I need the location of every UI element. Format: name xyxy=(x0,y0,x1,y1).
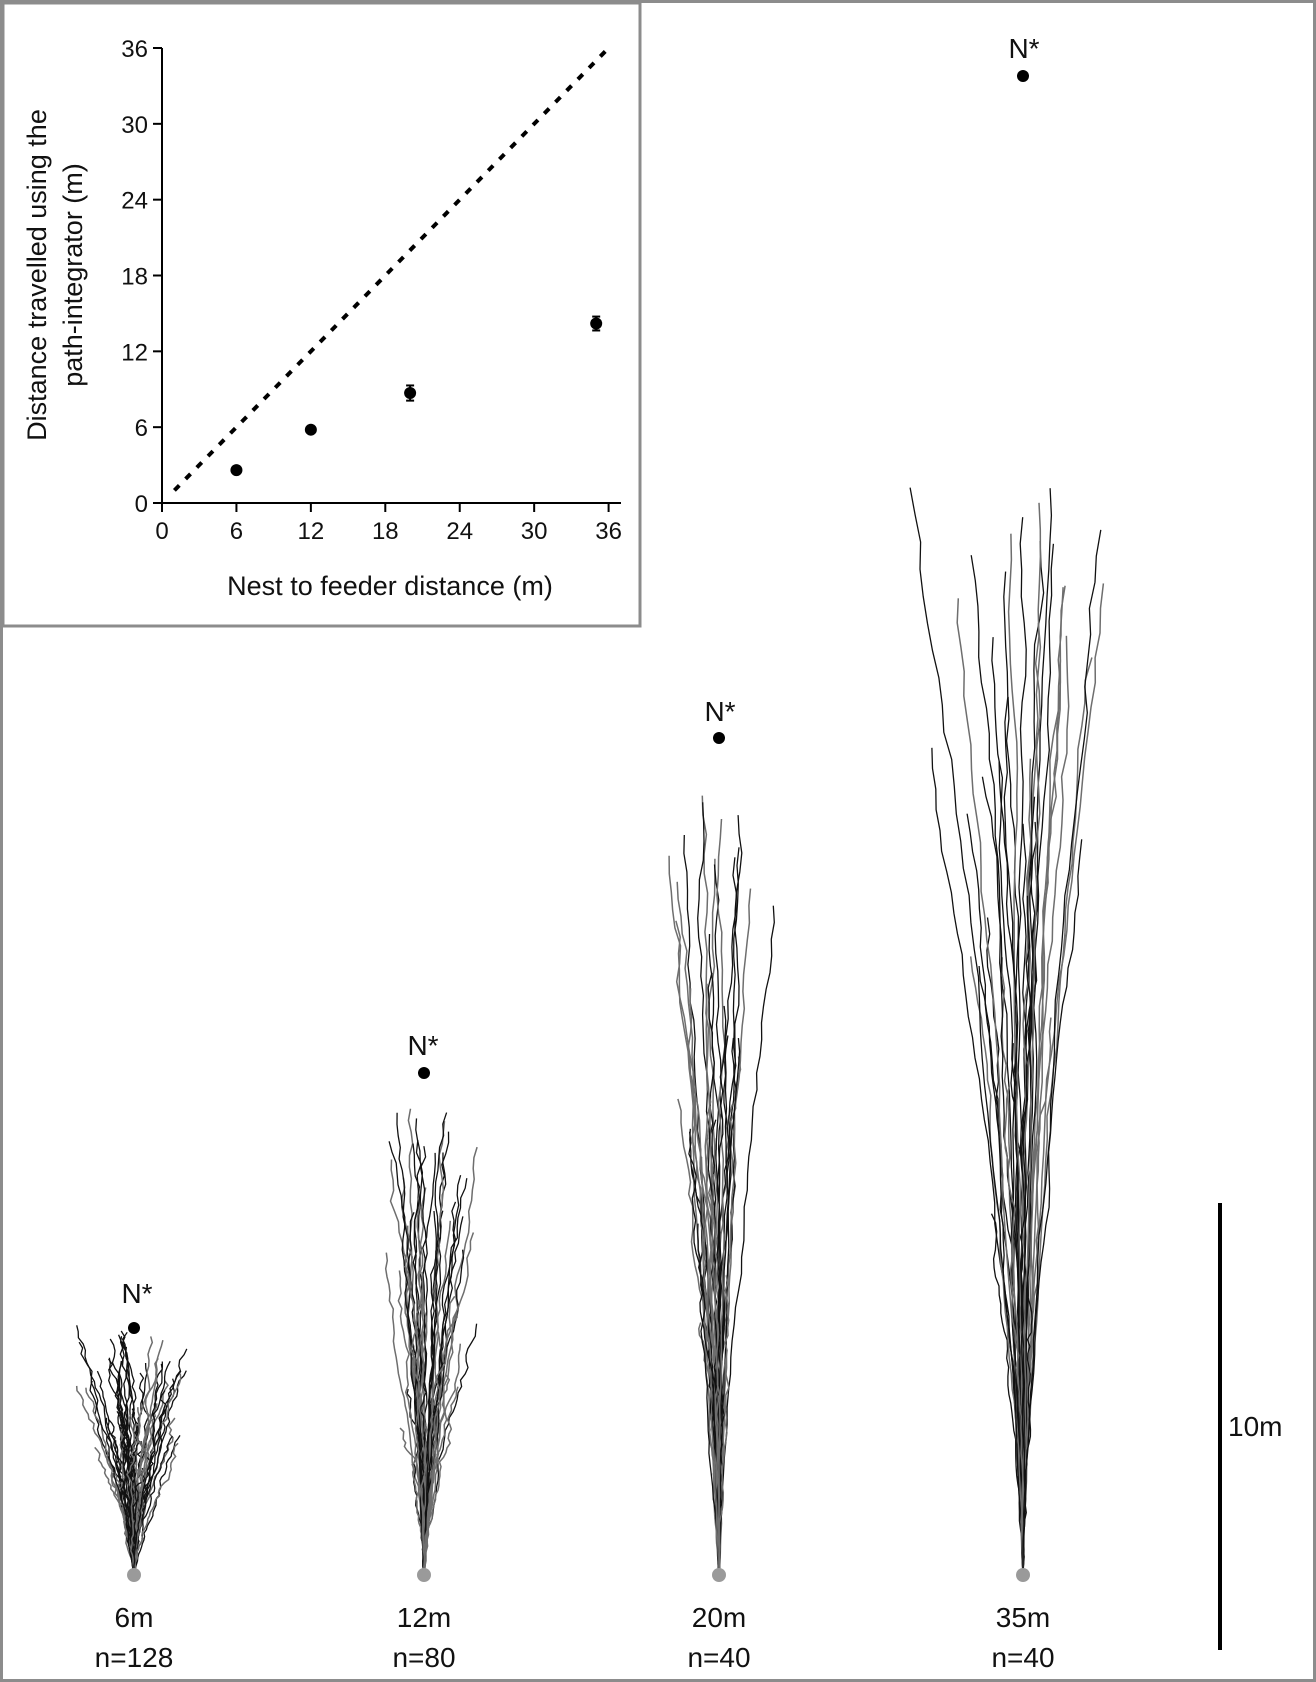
path-track xyxy=(1022,529,1102,1576)
path-track xyxy=(981,776,1024,1576)
nest-marker-20m xyxy=(713,732,725,744)
distance-label-35m: 35m xyxy=(996,1602,1050,1633)
x-tick-label: 36 xyxy=(595,518,622,545)
path-track xyxy=(1021,821,1038,1576)
path-track xyxy=(677,1098,720,1576)
inset-frame xyxy=(1,1,642,628)
y-tick-label: 6 xyxy=(135,415,148,442)
data-point xyxy=(230,464,243,477)
path-track xyxy=(1020,623,1042,1576)
y-axis-label-line-2: path-integrator (m) xyxy=(58,163,88,387)
y-tick-label: 36 xyxy=(121,36,148,63)
data-point xyxy=(304,423,317,436)
x-axis-label: Nest to feeder distance (m) xyxy=(227,571,553,601)
path-track xyxy=(422,1220,452,1576)
nest-label-6m: N* xyxy=(121,1278,152,1309)
path-track xyxy=(133,1435,181,1576)
start-marker xyxy=(127,1568,141,1582)
distance-label-6m: 6m xyxy=(115,1602,154,1633)
x-tick-label: 6 xyxy=(230,518,243,545)
path-track xyxy=(94,1446,135,1576)
nest-label-35m: N* xyxy=(1008,33,1039,64)
data-point xyxy=(590,317,603,330)
group-labels: 6m n=128 12m n=80 20m n=40 35m n=40 xyxy=(95,1602,1055,1673)
distance-label-20m: 20m xyxy=(692,1602,746,1633)
path-track xyxy=(423,1386,459,1576)
path-track xyxy=(1022,585,1066,1576)
nest-marker-12m xyxy=(418,1067,430,1079)
path-track xyxy=(422,1175,462,1576)
start-marker xyxy=(417,1568,431,1582)
path-track xyxy=(423,1112,448,1576)
path-track xyxy=(688,1131,720,1576)
path-track xyxy=(1020,895,1032,1576)
nest-markers xyxy=(128,70,1029,1334)
path-track xyxy=(132,1442,179,1576)
path-track xyxy=(1003,1086,1025,1576)
n-label-20m: n=40 xyxy=(687,1642,750,1673)
path-track xyxy=(75,1385,135,1576)
path-track xyxy=(133,1390,167,1575)
y-tick-label: 24 xyxy=(121,188,148,215)
path-track xyxy=(419,1146,428,1576)
path-track xyxy=(718,905,775,1576)
data-point xyxy=(404,387,417,400)
x-ticks: 0 6 12 18 24 30 36 xyxy=(155,503,622,545)
track-group-35m xyxy=(909,487,1105,1582)
path-track xyxy=(675,920,721,1576)
path-track xyxy=(404,1265,426,1575)
distance-label-12m: 12m xyxy=(397,1602,451,1633)
x-tick-label: 24 xyxy=(446,518,473,545)
y-tick-label: 30 xyxy=(121,112,148,139)
reference-line xyxy=(172,46,611,492)
y-tick-label: 0 xyxy=(135,491,148,518)
start-marker xyxy=(712,1568,726,1582)
path-track xyxy=(969,956,1024,1576)
x-tick-label: 12 xyxy=(298,518,325,545)
path-track xyxy=(705,1106,720,1576)
nest-marker-6m xyxy=(128,1322,140,1334)
n-label-6m: n=128 xyxy=(95,1642,174,1673)
path-track xyxy=(422,1152,436,1576)
path-track xyxy=(423,1249,465,1576)
start-marker xyxy=(1016,1568,1030,1582)
nest-label-12m: N* xyxy=(407,1030,438,1061)
path-track xyxy=(990,1213,1025,1576)
y-tick-label: 12 xyxy=(121,339,148,366)
nest-marker-35m xyxy=(1017,70,1029,82)
path-track xyxy=(126,1413,137,1576)
path-tracks xyxy=(75,487,1105,1582)
n-label-12m: n=80 xyxy=(392,1642,455,1673)
scale-bar-label: 10m xyxy=(1228,1411,1282,1442)
x-tick-label: 30 xyxy=(521,518,548,545)
nest-labels: N* N* N* N* xyxy=(121,33,1039,1309)
inset-chart: 0 6 12 18 24 30 36 0 6 12 18 24 30 36 Nest to feeder… xyxy=(22,36,622,601)
path-track xyxy=(716,818,726,1576)
y-axis-label-line-1: Distance travelled using the xyxy=(22,109,52,441)
x-tick-label: 0 xyxy=(155,518,168,545)
y-tick-label: 18 xyxy=(121,264,148,291)
track-group-20m xyxy=(668,795,775,1582)
path-track xyxy=(423,1310,458,1576)
nest-label-20m: N* xyxy=(704,696,735,727)
track-group-6m xyxy=(75,1325,188,1582)
x-tick-label: 18 xyxy=(372,518,399,545)
path-track xyxy=(909,487,1024,1576)
path-track xyxy=(676,881,720,1576)
path-track xyxy=(423,1146,478,1576)
n-label-35m: n=40 xyxy=(991,1642,1054,1673)
path-track xyxy=(423,1232,475,1576)
y-ticks: 0 6 12 18 24 30 36 xyxy=(121,36,162,518)
path-track xyxy=(78,1341,135,1576)
data-points xyxy=(230,315,603,477)
track-group-12m xyxy=(384,1108,478,1582)
